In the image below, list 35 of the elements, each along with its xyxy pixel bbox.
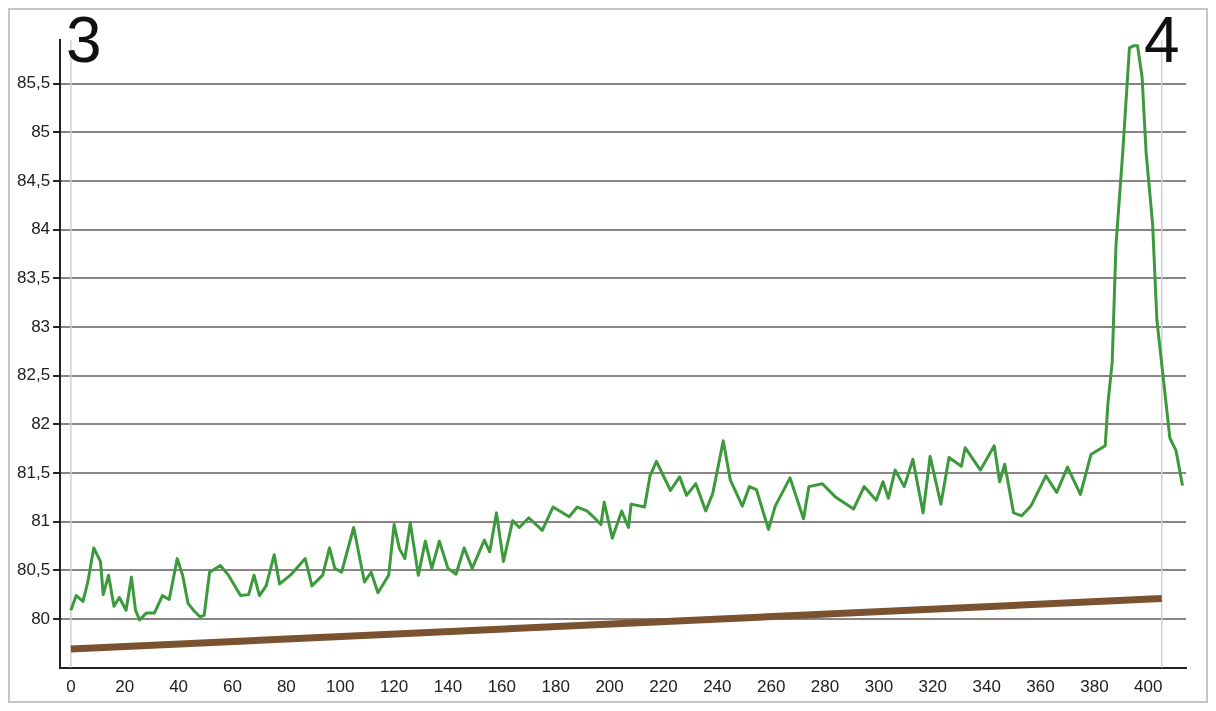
x-tick-label: 340 bbox=[972, 677, 1001, 697]
annotation: 3 bbox=[66, 3, 102, 76]
x-tick-label: 20 bbox=[115, 677, 135, 697]
x-tick-label: 120 bbox=[379, 677, 409, 697]
y-tick-label: 83 bbox=[31, 316, 51, 336]
x-tick-label: 40 bbox=[169, 677, 189, 697]
x-tick-label: 260 bbox=[757, 677, 786, 697]
x-tick-label: 0 bbox=[66, 677, 76, 697]
x-tick-label: 60 bbox=[223, 677, 242, 697]
y-tick-label: 83,5 bbox=[16, 268, 51, 288]
x-tick-label: 400 bbox=[1134, 677, 1163, 697]
annotation: 4 bbox=[1143, 3, 1180, 76]
x-tick-label: 180 bbox=[541, 677, 570, 697]
x-tick-label: 240 bbox=[703, 677, 732, 697]
x-tick-label: 320 bbox=[918, 677, 947, 697]
x-tick-label: 140 bbox=[433, 677, 463, 697]
y-tick-label: 85 bbox=[31, 122, 51, 142]
x-tick-label: 160 bbox=[487, 677, 517, 697]
x-tick-label: 200 bbox=[595, 677, 624, 697]
y-tick-label: 84,5 bbox=[16, 170, 51, 190]
y-tick-label: 85,5 bbox=[16, 73, 51, 93]
y-tick-label: 81,5 bbox=[16, 462, 51, 482]
y-tick-label: 82 bbox=[31, 414, 51, 434]
y-tick-label: 84 bbox=[31, 219, 51, 239]
x-tick-label: 300 bbox=[864, 677, 894, 697]
x-tick-label: 380 bbox=[1080, 677, 1109, 697]
x-tick-label: 220 bbox=[649, 677, 678, 697]
y-tick-label: 81 bbox=[31, 511, 51, 531]
x-tick-label: 100 bbox=[326, 677, 355, 697]
x-tick-label: 80 bbox=[276, 677, 296, 697]
x-tick-label: 360 bbox=[1026, 677, 1055, 697]
y-tick-label: 82,5 bbox=[16, 365, 51, 385]
x-tick-label: 280 bbox=[810, 677, 840, 697]
y-tick-label: 80 bbox=[31, 608, 51, 628]
y-tick-label: 80,5 bbox=[16, 559, 51, 579]
